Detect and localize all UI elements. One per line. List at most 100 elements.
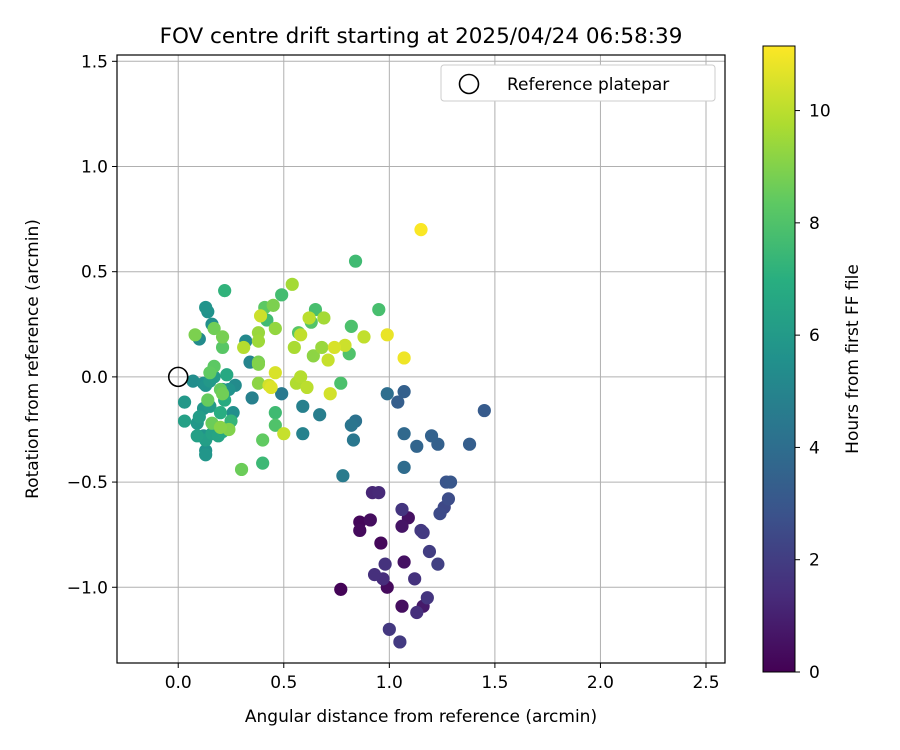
data-point — [424, 429, 439, 443]
legend-box — [440, 64, 716, 102]
data-point — [397, 351, 411, 365]
colorbar-tick-label: 4 — [809, 438, 820, 458]
data-point — [220, 368, 234, 382]
data-point — [336, 469, 350, 483]
x-tick-label: 1.0 — [376, 673, 403, 693]
data-point — [395, 502, 409, 517]
colorbar-tick-label: 10 — [809, 102, 831, 122]
data-point — [199, 300, 213, 315]
data-point — [268, 418, 282, 432]
x-tick-label: 1.5 — [481, 673, 508, 693]
data-point — [380, 328, 394, 342]
data-point — [215, 340, 230, 355]
data-point — [215, 387, 230, 401]
data-point — [313, 408, 327, 422]
data-point — [323, 387, 337, 401]
reference-platepar-marker — [167, 366, 189, 388]
x-tick-label: 0.0 — [165, 673, 192, 693]
data-point — [393, 635, 407, 649]
data-point — [277, 427, 291, 441]
data-point — [294, 328, 308, 342]
x-tick-label: 0.5 — [270, 673, 297, 693]
legend-marker-icon — [458, 73, 480, 95]
data-point — [321, 353, 335, 367]
y-tick-label: 0.0 — [81, 368, 108, 388]
colorbar-tick-label: 0 — [809, 663, 820, 683]
data-point — [266, 298, 280, 312]
y-tick-label: −0.5 — [67, 473, 108, 493]
colorbar-tick-label: 6 — [809, 326, 820, 346]
data-points — [167, 223, 491, 649]
grid-lines — [117, 55, 725, 663]
colorbar-ticks: 0 2 4 6 8 10 — [795, 102, 831, 683]
data-point — [395, 519, 409, 533]
colorbar-tick-label: 2 — [809, 551, 820, 571]
data-point — [296, 427, 310, 441]
colorbar: 0 2 4 6 8 10 Hours from first FF file — [762, 45, 863, 683]
data-point — [188, 328, 202, 342]
data-point — [367, 568, 382, 582]
data-point — [397, 385, 411, 399]
legend-label: Reference platepar — [507, 75, 669, 95]
data-point — [306, 349, 320, 363]
data-point — [317, 311, 331, 325]
plot-frame — [116, 54, 726, 664]
data-point — [218, 284, 232, 298]
data-point — [334, 582, 348, 596]
data-point — [203, 366, 217, 380]
data-point — [285, 277, 299, 291]
data-point — [382, 622, 396, 636]
y-tick-label: 0.5 — [81, 263, 108, 283]
x-tick-label: 2.0 — [587, 673, 614, 693]
data-point — [207, 321, 221, 336]
data-point — [245, 391, 259, 405]
data-point — [275, 387, 289, 401]
data-point — [268, 406, 282, 420]
data-point — [177, 414, 192, 428]
data-point — [268, 366, 282, 380]
x-tick-label: 2.5 — [692, 673, 719, 693]
data-point — [422, 544, 437, 559]
data-point — [192, 410, 206, 424]
x-axis-label: Angular distance from reference (arcmin) — [245, 707, 597, 727]
data-point — [344, 319, 358, 333]
data-point — [443, 475, 458, 489]
data-point — [296, 399, 310, 413]
data-point — [186, 374, 200, 388]
data-point — [374, 536, 388, 550]
data-point — [256, 433, 270, 447]
data-point — [477, 403, 491, 418]
data-point — [372, 302, 386, 317]
data-point — [378, 557, 392, 571]
data-point — [353, 523, 367, 538]
data-point — [348, 254, 363, 268]
data-point — [397, 555, 411, 569]
x-axis-ticks: 0.0 0.5 1.0 1.5 2.0 2.5 — [165, 663, 720, 693]
data-point — [357, 330, 371, 344]
data-point — [395, 599, 409, 613]
colorbar-gradient — [762, 45, 796, 673]
data-point — [391, 395, 405, 409]
data-point — [251, 376, 266, 390]
data-point — [251, 334, 266, 348]
colorbar-tick-label: 8 — [809, 214, 820, 234]
y-axis-ticks: −1.0 −0.5 0.0 0.5 1.0 1.5 — [67, 52, 117, 598]
data-point — [397, 460, 411, 474]
data-point — [397, 427, 411, 441]
chart-title: FOV centre drift starting at 2025/04/24 … — [160, 24, 683, 49]
data-point — [346, 433, 361, 447]
data-point — [256, 456, 270, 470]
data-point — [372, 485, 386, 500]
data-point — [253, 309, 268, 323]
data-point — [300, 380, 314, 395]
data-point — [315, 340, 329, 355]
data-point — [462, 437, 477, 451]
data-point — [433, 507, 447, 521]
data-point — [338, 338, 352, 352]
data-point — [199, 448, 213, 462]
y-tick-label: −1.0 — [67, 578, 108, 598]
data-point — [414, 223, 428, 237]
colorbar-label: Hours from first FF file — [843, 264, 863, 454]
y-tick-label: 1.0 — [81, 158, 108, 178]
